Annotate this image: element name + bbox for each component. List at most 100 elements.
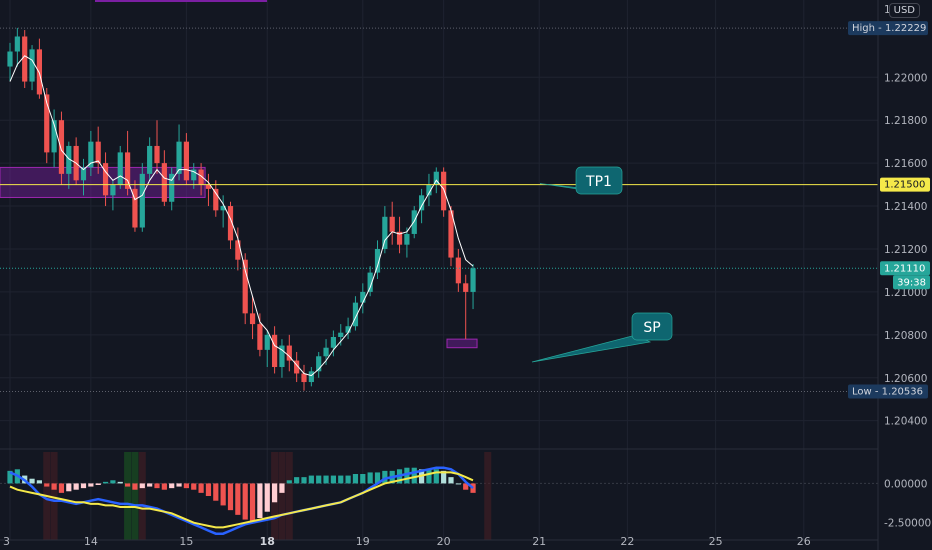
histogram-bar xyxy=(132,483,138,490)
histogram-bar xyxy=(176,483,182,487)
histogram-bar xyxy=(147,483,153,487)
histogram-bar xyxy=(183,483,189,489)
time-axis[interactable]: 3 14 15 18 19 20 21 22 25 26 xyxy=(0,535,878,548)
candle-body xyxy=(374,248,381,273)
histogram-bar xyxy=(44,483,50,487)
candle-body xyxy=(176,141,182,174)
candle xyxy=(110,180,116,211)
candle xyxy=(147,137,153,181)
time-tick-label: 26 xyxy=(797,535,811,548)
candle-body xyxy=(257,324,263,350)
candle xyxy=(44,88,50,164)
price-tick-label: 1.22000 xyxy=(884,72,927,84)
candle xyxy=(272,326,278,374)
low-price-label-label: Low - 1.20536 xyxy=(852,386,923,397)
candle-body xyxy=(88,141,94,168)
candle xyxy=(51,109,57,168)
candle xyxy=(308,367,314,387)
callouts-layer: TP1 SP xyxy=(531,166,673,363)
candle-body xyxy=(154,145,160,164)
candle-body xyxy=(279,345,285,368)
candle-body xyxy=(191,169,197,181)
histogram-bar xyxy=(95,483,101,485)
candle xyxy=(301,364,307,391)
histogram-bar xyxy=(455,483,461,485)
tp-price-label: 1.21500 xyxy=(880,177,930,192)
candle-body xyxy=(308,371,314,383)
candle xyxy=(382,206,388,254)
histogram-bar xyxy=(80,483,87,489)
background-tint xyxy=(484,452,492,540)
sp-zone xyxy=(446,338,478,349)
price-tick-label: 1.21600 xyxy=(884,158,927,170)
candle-body xyxy=(272,334,278,368)
candle xyxy=(7,42,13,82)
macd-line xyxy=(9,466,474,535)
time-tick-label: 14 xyxy=(84,535,98,548)
background-tint xyxy=(278,452,286,540)
candle-body xyxy=(455,257,461,284)
histogram-bar xyxy=(110,480,116,484)
candle-body xyxy=(44,94,50,153)
histogram-bar xyxy=(198,483,204,493)
indicator-pane xyxy=(0,452,878,540)
histogram-bar xyxy=(470,483,476,493)
candle-body xyxy=(441,171,447,211)
background-tint xyxy=(131,452,139,540)
low-price-label-bg xyxy=(848,384,928,399)
price-axis[interactable]: 1.21.220001.218001.216001.214001.212001.… xyxy=(848,0,932,550)
low-price-label: Low - 1.20536 xyxy=(848,384,928,399)
histogram-bar xyxy=(448,477,454,484)
price-lines xyxy=(0,27,878,392)
histogram-bar xyxy=(279,483,285,493)
histogram-bar xyxy=(235,483,241,515)
candle xyxy=(352,296,359,331)
candle-body xyxy=(169,173,175,202)
candle-body xyxy=(139,173,145,228)
candle-body xyxy=(220,206,226,211)
time-tick-label: 21 xyxy=(532,535,546,548)
candle-body xyxy=(7,51,13,67)
histogram-bar xyxy=(7,470,13,484)
candle xyxy=(220,195,226,228)
candle-body xyxy=(448,210,454,258)
candle xyxy=(316,352,322,378)
candle xyxy=(198,163,204,196)
candle-body xyxy=(389,216,395,232)
background-tint xyxy=(285,452,293,540)
tp1-callout: TP1 xyxy=(539,166,623,195)
candle-body xyxy=(316,356,322,372)
candle-body xyxy=(198,169,204,185)
currency-badge[interactable]: USD xyxy=(888,3,920,18)
candle-body xyxy=(22,36,28,82)
candle-body xyxy=(426,184,432,196)
sp-callout: SP xyxy=(531,312,673,363)
histogram-bar xyxy=(213,483,219,501)
candle-body xyxy=(345,326,351,333)
candle xyxy=(176,124,182,181)
histogram-bar xyxy=(323,475,329,484)
histogram-bar xyxy=(249,483,256,522)
candle xyxy=(58,111,65,185)
candle xyxy=(286,334,292,372)
background-tint xyxy=(50,452,58,540)
tp-price-label-bg xyxy=(880,177,930,192)
histogram-bar xyxy=(227,483,234,511)
candle xyxy=(257,313,263,357)
price-tick-label: 1.21400 xyxy=(884,201,927,213)
candle xyxy=(73,137,79,185)
candle-body xyxy=(338,332,344,337)
candle-body xyxy=(235,240,241,260)
candle-body xyxy=(132,188,138,228)
background-tint xyxy=(124,452,132,540)
candle xyxy=(330,330,336,357)
high-price-label-label: High - 1.22229 xyxy=(852,23,926,34)
candle xyxy=(404,227,410,258)
histogram-bar xyxy=(404,467,410,484)
candle-body xyxy=(433,171,439,185)
candle-body xyxy=(352,302,359,327)
time-tick-label: 18 xyxy=(260,535,275,548)
histogram-bar xyxy=(29,478,35,484)
candle xyxy=(294,352,300,383)
